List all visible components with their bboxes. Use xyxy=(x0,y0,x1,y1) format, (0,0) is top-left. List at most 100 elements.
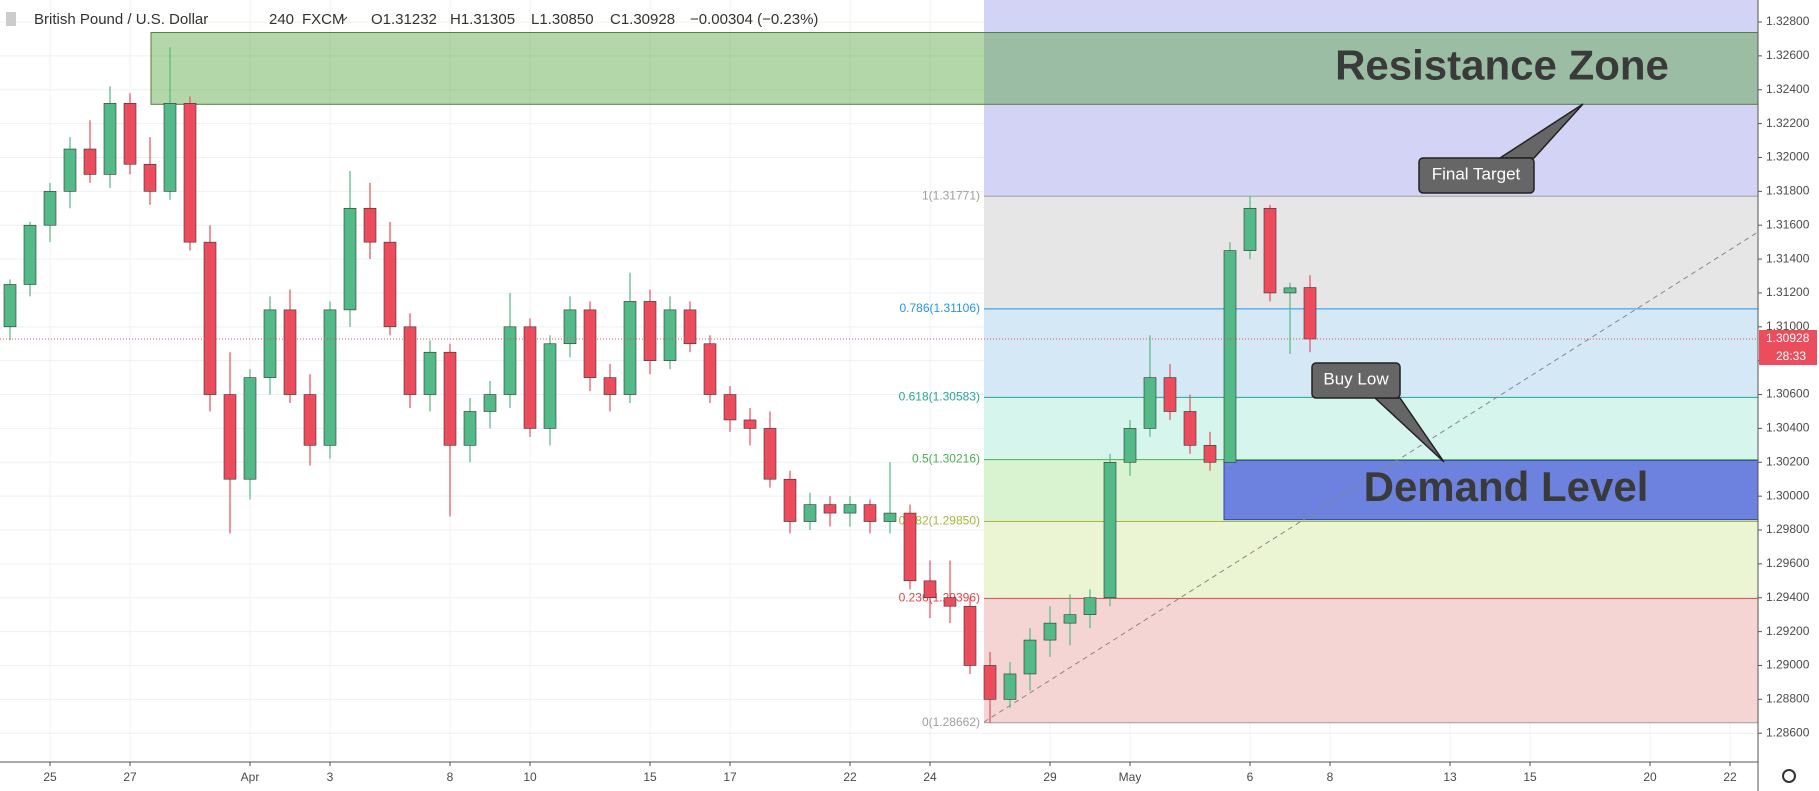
candle-body xyxy=(1243,207,1257,251)
candle-body xyxy=(663,309,677,361)
candle-body xyxy=(323,309,337,446)
x-tick-label: 17 xyxy=(723,770,737,784)
x-tick-label: 3 xyxy=(327,770,334,784)
zone-label: Demand Level xyxy=(1364,463,1649,510)
y-tick-label: 1.30600 xyxy=(1766,387,1810,401)
x-tick-label: Apr xyxy=(241,770,260,784)
y-tick-label: 1.29200 xyxy=(1766,624,1810,638)
candle-body xyxy=(483,394,497,412)
y-tick-label: 1.31400 xyxy=(1766,251,1810,265)
candle-body xyxy=(863,504,877,522)
settings-gear[interactable] xyxy=(1782,769,1796,783)
fib-label: 0.5(1.30216) xyxy=(912,452,980,466)
x-tick-label: 10 xyxy=(523,770,537,784)
candle-body xyxy=(643,301,657,361)
candle-body xyxy=(523,326,537,429)
candle-body xyxy=(463,411,477,446)
candle-body xyxy=(1163,377,1177,412)
symbol-title[interactable]: British Pound / U.S. Dollar xyxy=(34,11,208,28)
candle-body xyxy=(1043,622,1057,641)
candle-body xyxy=(83,148,97,175)
x-tick-label: 20 xyxy=(1643,770,1657,784)
candle-body xyxy=(283,309,297,395)
y-tick-label: 1.28600 xyxy=(1766,725,1810,739)
candle-body xyxy=(303,394,317,446)
last-price-tag xyxy=(1759,330,1817,349)
y-tick-label: 1.31600 xyxy=(1766,217,1810,231)
candle-body xyxy=(1003,673,1017,700)
y-tick-label: 1.29400 xyxy=(1766,590,1810,604)
x-tick-label: 27 xyxy=(123,770,137,784)
countdown: 28:33 xyxy=(1776,349,1806,363)
interval[interactable]: 240 xyxy=(269,11,294,28)
candle-body xyxy=(1063,614,1077,624)
candle-body xyxy=(963,605,977,666)
fib-label: 0.236(1.29396) xyxy=(899,591,980,605)
ohlc-value: L1.30850 xyxy=(531,11,594,28)
candle-body xyxy=(943,597,957,607)
ohlc-value: O1.31232 xyxy=(371,11,437,28)
candle-body xyxy=(1143,377,1157,429)
ohlc-value: −0.00304 (−0.23%) xyxy=(690,11,818,28)
zone-label: Resistance Zone xyxy=(1335,42,1669,89)
y-tick-label: 1.31800 xyxy=(1766,184,1810,198)
ohlc-value: H1.31305 xyxy=(450,11,515,28)
candle-body xyxy=(203,241,217,395)
source[interactable]: FXCM xyxy=(302,11,345,28)
dropdown-caret[interactable] xyxy=(340,16,348,21)
candle-body xyxy=(703,343,717,395)
candle-body xyxy=(983,665,997,700)
x-tick-label: 25 xyxy=(43,770,57,784)
candle-body xyxy=(743,419,757,429)
last-price-label: 1.30928 xyxy=(1766,331,1810,345)
candle-body xyxy=(163,102,177,192)
countdown-tag xyxy=(1759,348,1817,366)
y-tick-label: 1.29600 xyxy=(1766,556,1810,570)
candle-body xyxy=(823,504,837,514)
candle-body xyxy=(103,102,117,175)
settings-icon[interactable] xyxy=(1782,769,1796,783)
y-tick-label: 1.30000 xyxy=(1766,488,1810,502)
candle-body xyxy=(23,224,37,285)
candle-body xyxy=(183,102,197,243)
candle-body xyxy=(503,326,517,395)
callout-box xyxy=(1311,362,1401,399)
x-tick-label: 13 xyxy=(1443,770,1457,784)
candle-body xyxy=(403,326,417,395)
zone xyxy=(1223,459,1759,521)
candle-body xyxy=(3,284,17,328)
fib-band xyxy=(984,598,1758,723)
fib-label: 0.618(1.30583) xyxy=(899,390,980,404)
candle-body xyxy=(223,394,237,480)
candle-body xyxy=(723,394,737,421)
candle-body xyxy=(1083,597,1097,615)
y-tick-label: 1.29000 xyxy=(1766,658,1810,672)
callout-text: Final Target xyxy=(1432,164,1521,183)
candle-body xyxy=(1183,411,1197,446)
candle-body xyxy=(423,351,437,395)
ohlc-value: C1.30928 xyxy=(610,11,675,28)
x-tick-label: 22 xyxy=(1723,770,1737,784)
candle-body xyxy=(923,580,937,599)
candle-body xyxy=(1263,207,1277,294)
candle-body xyxy=(803,504,817,522)
callout-box xyxy=(1418,157,1535,194)
y-tick-label: 1.31200 xyxy=(1766,285,1810,299)
fib-label: 0.382(1.29850) xyxy=(899,514,980,528)
candle-body xyxy=(1303,287,1317,340)
candle-body xyxy=(343,207,357,311)
y-tick-label: 1.29800 xyxy=(1766,522,1810,536)
fib-label: 0.786(1.31106) xyxy=(899,301,980,315)
candle-body xyxy=(1103,461,1117,599)
candle-body xyxy=(903,512,917,582)
candle-body xyxy=(563,309,577,345)
candle-body xyxy=(1203,445,1217,463)
zone xyxy=(150,32,1759,105)
candle-body xyxy=(783,478,797,522)
y-tick-label: 1.32000 xyxy=(1766,150,1810,164)
candle-body xyxy=(543,343,557,429)
candle-body xyxy=(363,207,377,243)
candle-body xyxy=(603,377,617,395)
fib-label: 1(1.31771) xyxy=(922,188,980,202)
